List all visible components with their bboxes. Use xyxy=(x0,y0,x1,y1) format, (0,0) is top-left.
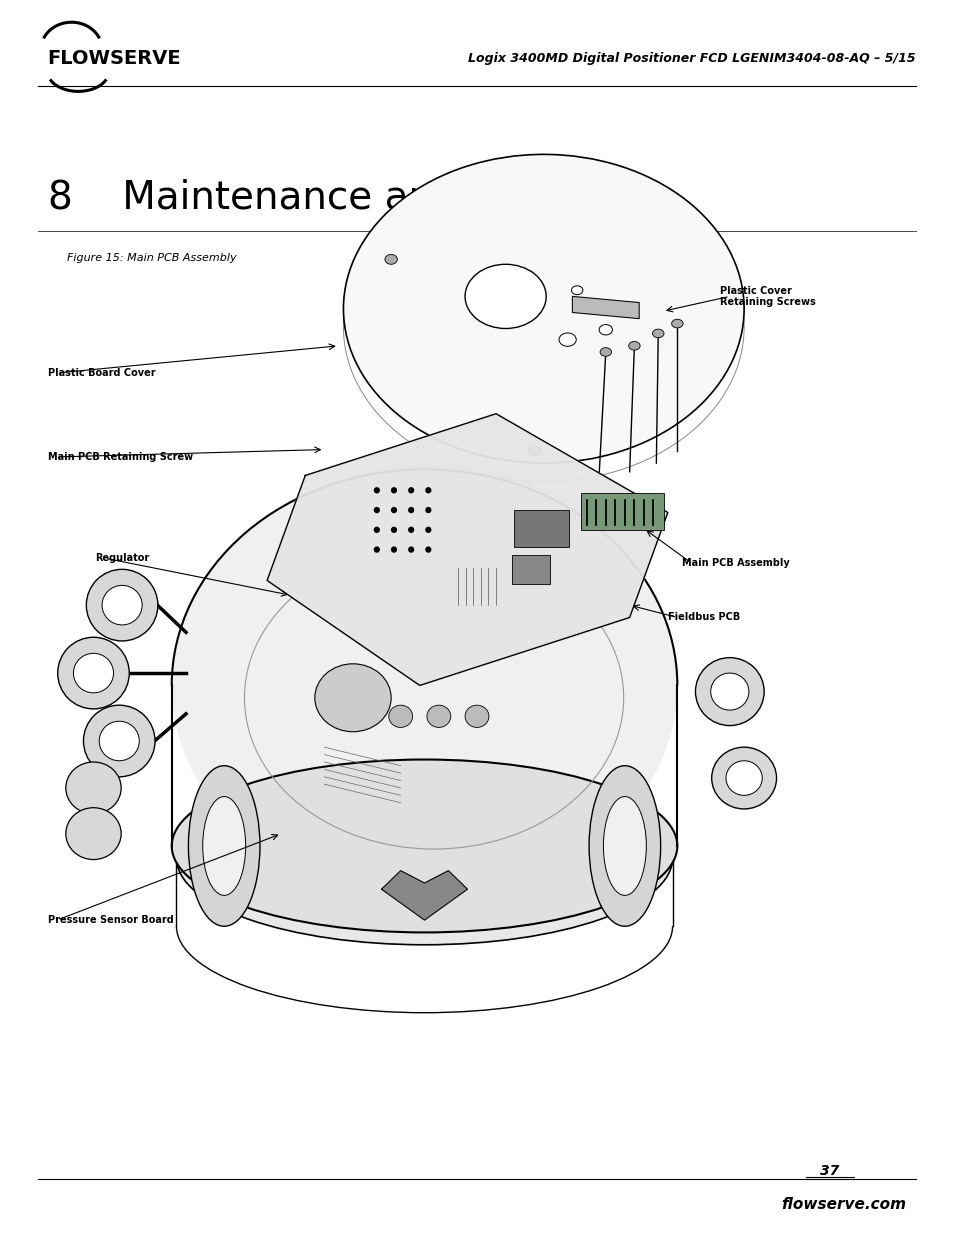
Ellipse shape xyxy=(725,761,761,795)
Ellipse shape xyxy=(425,527,430,532)
Text: FLOWSERVE: FLOWSERVE xyxy=(48,48,181,68)
Text: Plastic Board Cover: Plastic Board Cover xyxy=(48,368,155,378)
Ellipse shape xyxy=(66,762,121,814)
Text: 8    Maintenance and Repair: 8 Maintenance and Repair xyxy=(48,179,594,217)
Ellipse shape xyxy=(391,527,396,532)
Ellipse shape xyxy=(84,705,154,777)
Ellipse shape xyxy=(711,747,776,809)
FancyBboxPatch shape xyxy=(580,493,663,530)
Ellipse shape xyxy=(172,760,677,932)
Text: 37: 37 xyxy=(820,1163,839,1178)
Ellipse shape xyxy=(571,285,582,295)
Text: Logix 3400MD Digital Positioner FCD LGENIM3404-08-AQ – 5/15: Logix 3400MD Digital Positioner FCD LGEN… xyxy=(468,52,915,64)
Ellipse shape xyxy=(425,508,430,513)
Ellipse shape xyxy=(391,547,396,552)
Ellipse shape xyxy=(102,585,142,625)
Ellipse shape xyxy=(602,797,646,895)
Ellipse shape xyxy=(589,766,659,926)
Ellipse shape xyxy=(425,488,430,493)
Ellipse shape xyxy=(464,705,488,727)
Text: Main PCB Retaining Screw: Main PCB Retaining Screw xyxy=(48,452,193,462)
Ellipse shape xyxy=(374,547,379,552)
Ellipse shape xyxy=(695,658,763,726)
Ellipse shape xyxy=(671,320,682,329)
Text: Main PCB Assembly: Main PCB Assembly xyxy=(681,558,789,568)
Polygon shape xyxy=(381,871,467,920)
Ellipse shape xyxy=(391,488,396,493)
Ellipse shape xyxy=(408,527,413,532)
Ellipse shape xyxy=(343,154,743,463)
Ellipse shape xyxy=(384,254,396,264)
Ellipse shape xyxy=(172,469,677,902)
Ellipse shape xyxy=(58,637,130,709)
Text: flowserve.com: flowserve.com xyxy=(781,1197,905,1212)
Text: Figure 15: Main PCB Assembly: Figure 15: Main PCB Assembly xyxy=(67,253,236,263)
Text: Plastic Cover
Retaining Screws: Plastic Cover Retaining Screws xyxy=(720,285,815,308)
Ellipse shape xyxy=(374,488,379,493)
Ellipse shape xyxy=(652,330,663,338)
Ellipse shape xyxy=(408,508,413,513)
Ellipse shape xyxy=(427,705,451,727)
Ellipse shape xyxy=(558,333,576,346)
Ellipse shape xyxy=(408,488,413,493)
Ellipse shape xyxy=(99,721,139,761)
Ellipse shape xyxy=(87,569,158,641)
Ellipse shape xyxy=(374,527,379,532)
Ellipse shape xyxy=(188,766,259,926)
Text: Pressure Sensor Board: Pressure Sensor Board xyxy=(48,915,173,925)
Ellipse shape xyxy=(391,508,396,513)
Ellipse shape xyxy=(710,673,748,710)
Ellipse shape xyxy=(66,808,121,860)
Ellipse shape xyxy=(628,342,639,351)
Text: Fieldbus PCB: Fieldbus PCB xyxy=(667,613,740,622)
Polygon shape xyxy=(572,296,639,319)
Ellipse shape xyxy=(464,264,545,329)
FancyBboxPatch shape xyxy=(512,555,550,584)
Ellipse shape xyxy=(314,664,391,731)
Ellipse shape xyxy=(389,705,412,727)
Ellipse shape xyxy=(425,547,430,552)
Ellipse shape xyxy=(527,446,539,456)
Text: Regulator: Regulator xyxy=(95,553,150,563)
Ellipse shape xyxy=(73,653,113,693)
Ellipse shape xyxy=(202,797,246,895)
FancyBboxPatch shape xyxy=(514,510,568,547)
Ellipse shape xyxy=(598,325,612,335)
Ellipse shape xyxy=(599,348,611,357)
Polygon shape xyxy=(267,414,667,685)
Ellipse shape xyxy=(176,772,672,945)
Ellipse shape xyxy=(408,547,413,552)
Ellipse shape xyxy=(374,508,379,513)
